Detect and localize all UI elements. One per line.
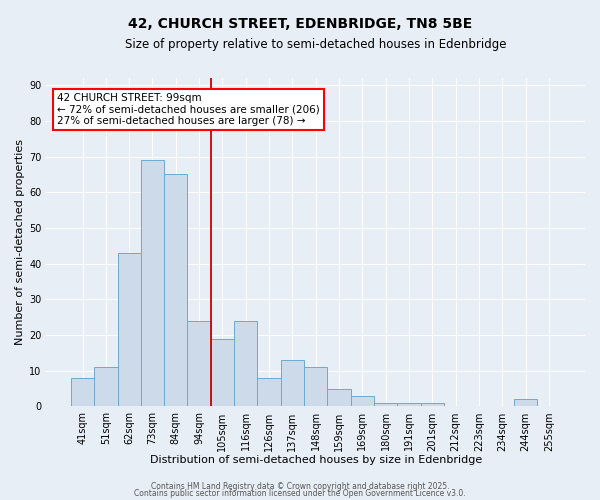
Bar	[211, 338, 234, 406]
Bar	[94, 367, 118, 406]
Bar	[71, 378, 94, 406]
Bar	[118, 253, 141, 406]
X-axis label: Distribution of semi-detached houses by size in Edenbridge: Distribution of semi-detached houses by …	[149, 455, 482, 465]
Bar	[421, 403, 444, 406]
Text: Contains HM Land Registry data © Crown copyright and database right 2025.: Contains HM Land Registry data © Crown c…	[151, 482, 449, 491]
Bar	[234, 321, 257, 406]
Bar	[374, 403, 397, 406]
Bar	[397, 403, 421, 406]
Bar	[328, 388, 350, 406]
Bar	[304, 367, 328, 406]
Bar	[281, 360, 304, 406]
Bar	[141, 160, 164, 406]
Bar	[257, 378, 281, 406]
Bar	[350, 396, 374, 406]
Text: 42, CHURCH STREET, EDENBRIDGE, TN8 5BE: 42, CHURCH STREET, EDENBRIDGE, TN8 5BE	[128, 18, 472, 32]
Y-axis label: Number of semi-detached properties: Number of semi-detached properties	[15, 140, 25, 346]
Bar	[514, 400, 537, 406]
Text: Contains public sector information licensed under the Open Government Licence v3: Contains public sector information licen…	[134, 489, 466, 498]
Bar	[187, 321, 211, 406]
Bar	[164, 174, 187, 406]
Text: 42 CHURCH STREET: 99sqm
← 72% of semi-detached houses are smaller (206)
27% of s: 42 CHURCH STREET: 99sqm ← 72% of semi-de…	[57, 93, 320, 126]
Title: Size of property relative to semi-detached houses in Edenbridge: Size of property relative to semi-detach…	[125, 38, 506, 51]
